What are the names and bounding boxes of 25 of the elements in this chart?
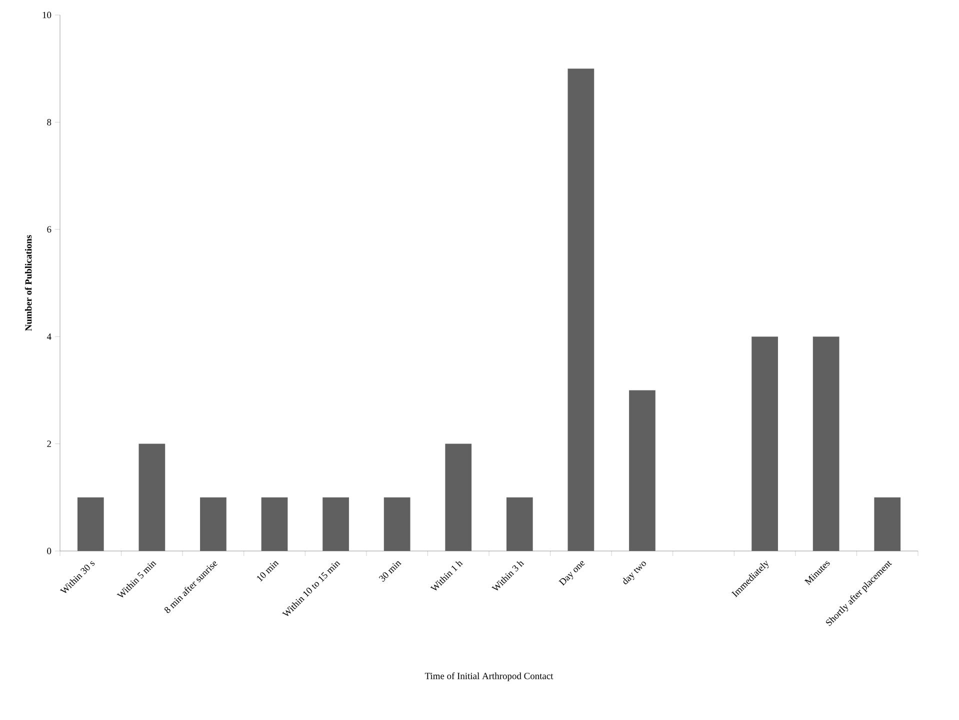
y-tick-label: 0 <box>47 548 52 554</box>
bar <box>568 68 594 551</box>
bar <box>77 497 104 551</box>
y-tick-label: 2 <box>47 440 51 447</box>
bar <box>138 444 166 551</box>
y-tick-label: 6 <box>47 226 52 233</box>
x-axis-title: Time of Initial Arthropod Contact <box>424 672 554 682</box>
bar <box>629 390 656 551</box>
bar <box>261 497 288 551</box>
bar <box>506 497 533 551</box>
bar <box>874 497 901 551</box>
bar <box>445 444 472 551</box>
y-tick-label: 10 <box>42 12 52 18</box>
bar <box>322 497 349 551</box>
y-tick-label: 4 <box>46 333 52 340</box>
bar <box>812 336 840 551</box>
bar <box>200 497 226 551</box>
x-tick-label: 10 min <box>257 561 279 582</box>
x-tick-label: day two <box>622 562 646 584</box>
bar <box>752 336 778 551</box>
y-axis-title: Number of Publications <box>24 235 32 331</box>
x-tick-label: Day one <box>558 561 585 586</box>
x-tick-label: 30 min <box>378 561 402 582</box>
y-tick-label: 8 <box>47 119 52 126</box>
bar <box>384 497 410 551</box>
